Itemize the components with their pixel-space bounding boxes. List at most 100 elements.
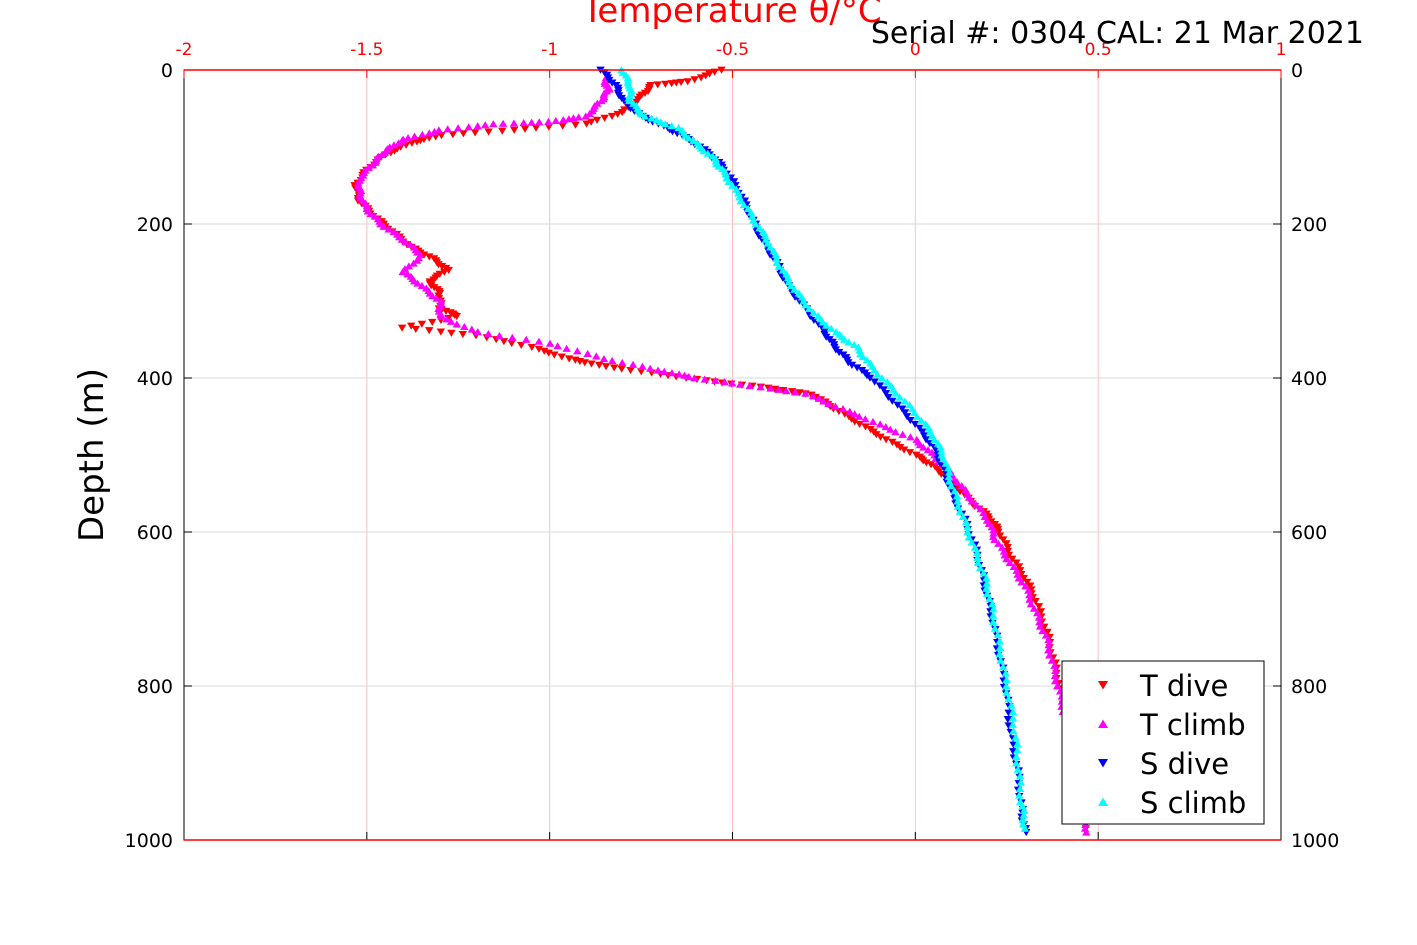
- data-point: [944, 464, 953, 472]
- legend-marker: [1098, 719, 1108, 728]
- data-point: [902, 413, 912, 421]
- data-point: [1040, 623, 1049, 631]
- data-point: [379, 222, 388, 230]
- data-point: [464, 123, 473, 131]
- data-point: [384, 225, 393, 233]
- data-point: [458, 331, 468, 339]
- data-point: [1053, 682, 1062, 690]
- data-point: [770, 385, 780, 393]
- data-point: [684, 134, 693, 142]
- data-point: [417, 281, 427, 289]
- data-point: [434, 261, 443, 269]
- data-point: [786, 281, 795, 289]
- data-point: [919, 432, 929, 440]
- data-point: [973, 553, 982, 562]
- data-point: [587, 118, 596, 126]
- data-point: [1004, 709, 1013, 717]
- data-point: [778, 266, 788, 274]
- data-point: [398, 267, 407, 276]
- data-point: [1013, 570, 1022, 578]
- data-point: [729, 178, 739, 186]
- data-point: [724, 177, 733, 186]
- data-point: [898, 430, 907, 438]
- data-point: [760, 231, 770, 239]
- data-point: [684, 372, 694, 381]
- data-point: [989, 529, 998, 537]
- data-point: [955, 488, 965, 496]
- data-point: [900, 409, 910, 417]
- data-point: [963, 523, 972, 531]
- data-point: [1015, 791, 1024, 799]
- data-point: [425, 327, 434, 335]
- data-point: [855, 420, 864, 428]
- data-point: [993, 630, 1003, 639]
- data-point: [419, 251, 429, 259]
- data-point: [1012, 559, 1021, 567]
- data-point: [728, 379, 737, 387]
- data-point: [794, 289, 804, 297]
- data-point: [507, 339, 516, 348]
- data-point: [437, 312, 446, 320]
- data-point: [636, 368, 646, 376]
- data-point: [905, 449, 915, 457]
- x-tick-label: 0: [910, 40, 921, 60]
- data-point: [489, 120, 498, 128]
- data-point: [521, 335, 531, 343]
- data-point: [540, 347, 549, 355]
- data-point: [766, 243, 775, 251]
- data-point: [407, 139, 417, 147]
- data-point: [599, 354, 609, 363]
- data-point: [581, 112, 590, 120]
- data-point: [1050, 661, 1059, 669]
- data-point: [617, 365, 626, 373]
- data-point: [926, 461, 936, 469]
- data-point: [1009, 727, 1018, 735]
- data-point: [582, 120, 591, 128]
- data-point: [989, 605, 998, 613]
- data-point: [407, 322, 416, 330]
- data-point: [774, 385, 783, 393]
- data-point: [674, 370, 684, 378]
- data-point: [870, 378, 879, 386]
- legend-label: T dive: [1139, 669, 1228, 703]
- data-point: [531, 124, 541, 132]
- data-point: [982, 579, 991, 587]
- data-point: [876, 433, 885, 441]
- data-point: [912, 412, 922, 420]
- legend-marker: [1098, 797, 1108, 806]
- data-point: [891, 389, 900, 397]
- data-point: [1035, 618, 1044, 626]
- data-point: [999, 547, 1009, 555]
- y-tick-label-right: 400: [1291, 368, 1327, 390]
- data-point: [1082, 828, 1091, 836]
- data-point: [783, 274, 793, 282]
- data-point: [1029, 604, 1039, 612]
- data-point: [961, 517, 971, 526]
- data-point: [1050, 671, 1060, 680]
- data-point: [900, 397, 910, 405]
- data-point: [403, 133, 413, 142]
- data-point: [446, 317, 456, 325]
- data-point: [883, 378, 892, 386]
- data-point: [930, 435, 939, 443]
- data-point: [838, 405, 848, 413]
- x-tick-label: -2: [176, 40, 193, 60]
- data-point: [417, 320, 427, 328]
- data-point: [957, 482, 966, 490]
- data-point: [447, 329, 456, 337]
- data-point: [906, 416, 915, 425]
- data-point: [411, 325, 420, 334]
- x-tick-label: -0.5: [716, 40, 749, 60]
- data-point: [847, 361, 857, 369]
- data-point: [953, 497, 962, 505]
- data-point: [1047, 656, 1057, 664]
- data-point: [809, 308, 818, 316]
- data-point: [923, 446, 933, 454]
- data-point: [912, 451, 921, 459]
- data-point: [734, 189, 743, 197]
- data-point: [994, 528, 1003, 536]
- data-point: [944, 473, 954, 481]
- data-point: [818, 318, 828, 326]
- data-point: [509, 119, 519, 127]
